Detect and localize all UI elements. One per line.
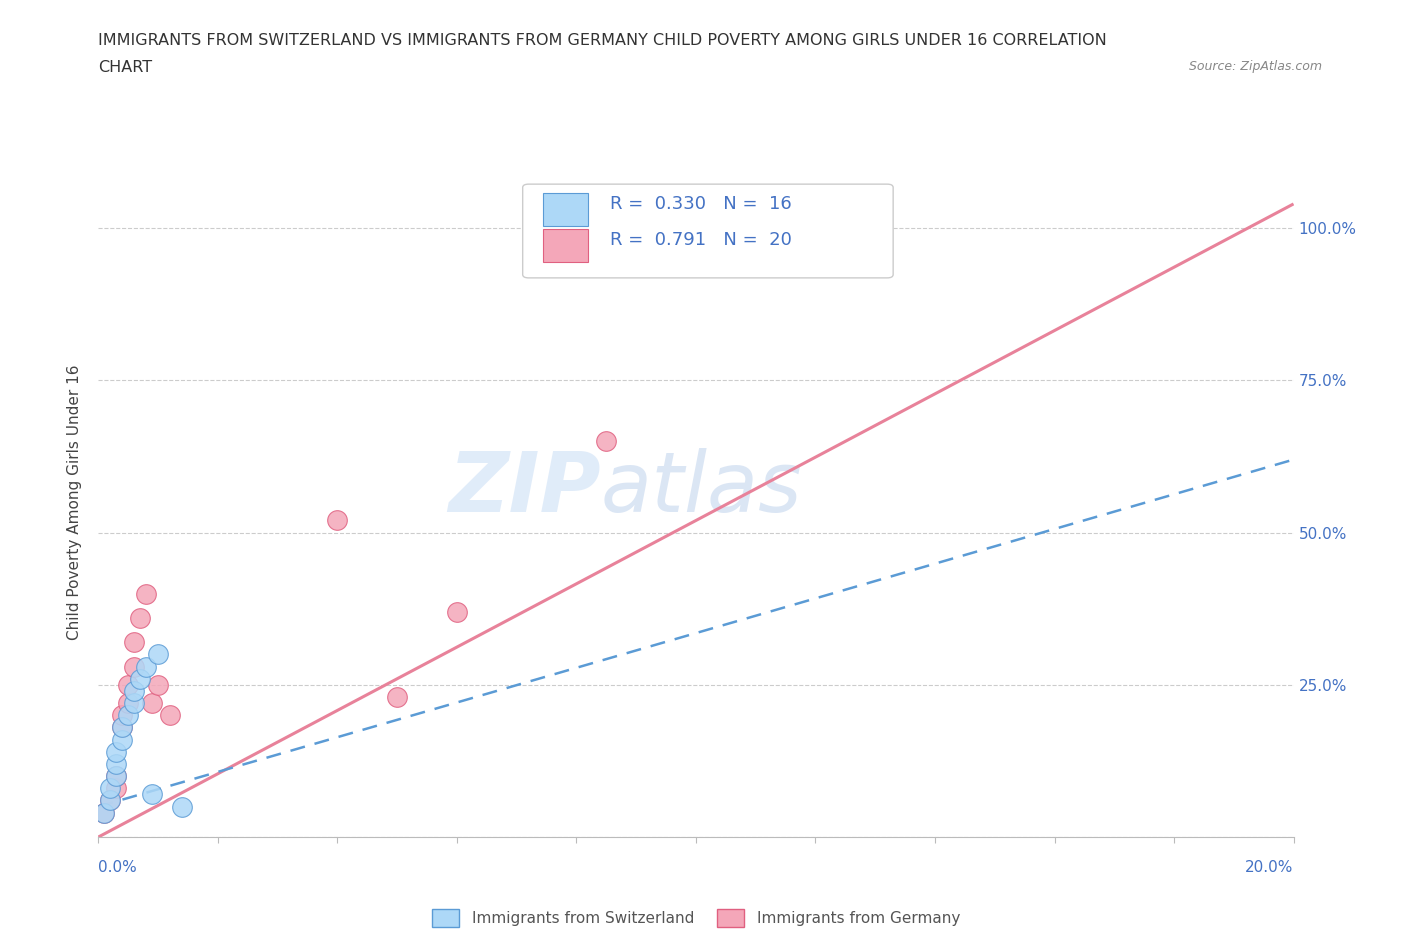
Text: atlas: atlas: [600, 448, 801, 529]
Legend: Immigrants from Switzerland, Immigrants from Germany: Immigrants from Switzerland, Immigrants …: [426, 903, 966, 930]
Point: [129, 610, 152, 625]
Point: [100, 781, 122, 796]
Point: [385, 689, 409, 704]
Point: [141, 696, 163, 711]
Point: [105, 781, 128, 796]
Point: [135, 659, 157, 674]
FancyBboxPatch shape: [543, 230, 588, 262]
Point: [93, 805, 115, 820]
Point: [124, 659, 146, 674]
Text: IMMIGRANTS FROM SWITZERLAND VS IMMIGRANTS FROM GERMANY CHILD POVERTY AMONG GIRLS: IMMIGRANTS FROM SWITZERLAND VS IMMIGRANT…: [98, 33, 1107, 47]
Point: [135, 586, 157, 601]
Point: [93, 805, 115, 820]
Point: [148, 677, 170, 692]
Text: R =  0.791   N =  20: R = 0.791 N = 20: [610, 232, 792, 249]
Point: [148, 647, 170, 662]
Point: [111, 708, 134, 723]
Y-axis label: Child Poverty Among Girls Under 16: Child Poverty Among Girls Under 16: [67, 365, 83, 640]
FancyBboxPatch shape: [523, 184, 893, 278]
Point: [124, 696, 146, 711]
Point: [111, 720, 134, 735]
Point: [105, 756, 128, 771]
Point: [124, 684, 146, 698]
Text: CHART: CHART: [98, 60, 152, 75]
Point: [105, 769, 128, 784]
Text: 20.0%: 20.0%: [1246, 860, 1294, 875]
Point: [446, 604, 468, 619]
Point: [117, 708, 139, 723]
Point: [100, 793, 122, 808]
Text: 0.0%: 0.0%: [98, 860, 138, 875]
Point: [141, 787, 163, 802]
Point: [159, 708, 181, 723]
Point: [804, 220, 827, 235]
FancyBboxPatch shape: [543, 193, 588, 226]
Point: [595, 434, 617, 449]
Text: ZIP: ZIP: [447, 448, 600, 529]
Point: [172, 799, 194, 814]
Text: Source: ZipAtlas.com: Source: ZipAtlas.com: [1188, 60, 1322, 73]
Point: [117, 696, 139, 711]
Point: [105, 744, 128, 759]
Text: R =  0.330   N =  16: R = 0.330 N = 16: [610, 194, 792, 213]
Point: [100, 793, 122, 808]
Point: [129, 671, 152, 686]
Point: [326, 513, 349, 528]
Point: [117, 677, 139, 692]
Point: [105, 769, 128, 784]
Point: [124, 635, 146, 650]
Point: [111, 732, 134, 747]
Point: [111, 720, 134, 735]
